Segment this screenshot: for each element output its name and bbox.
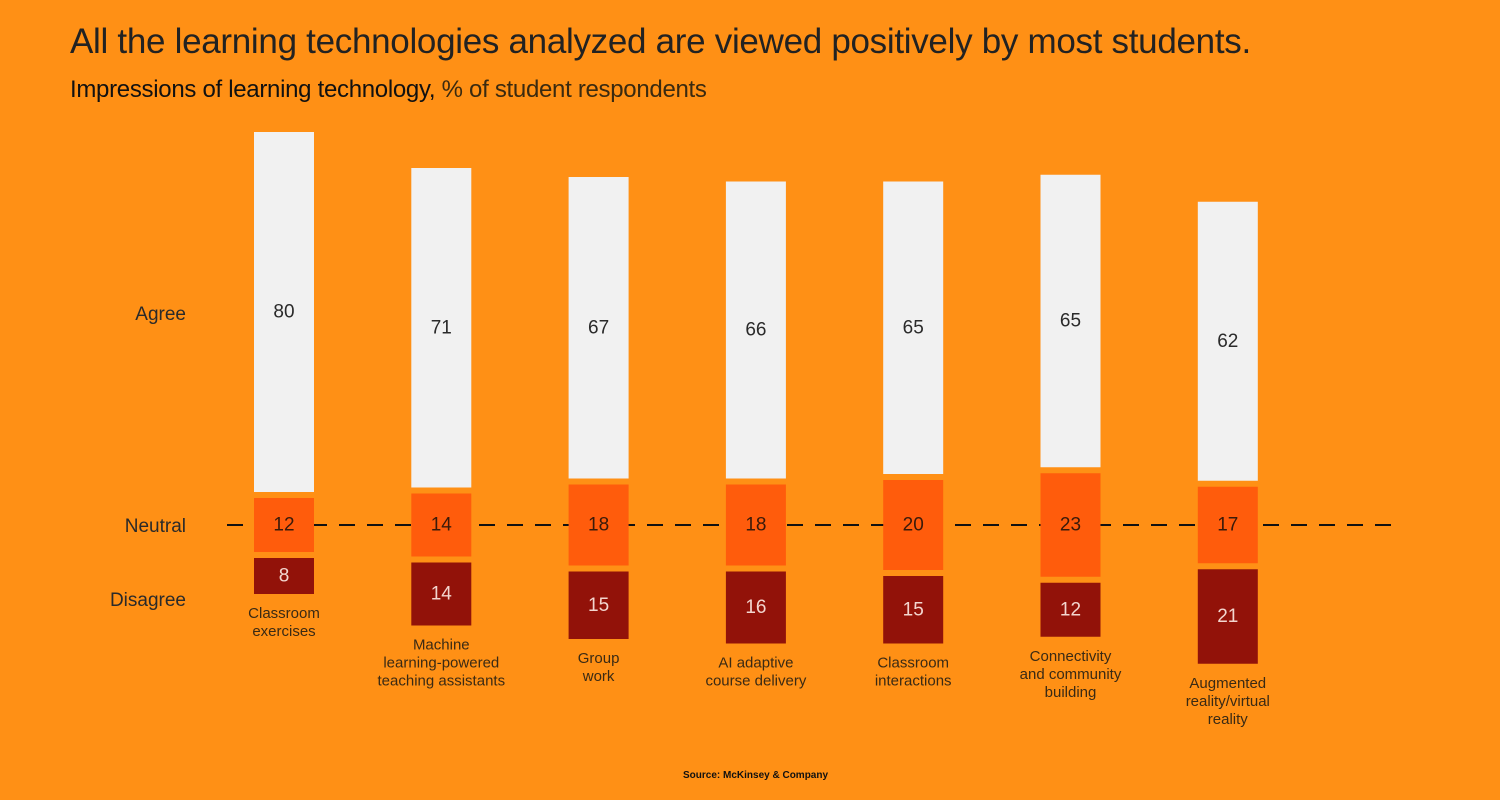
value-label-neutral: 20 [903,515,924,536]
category-label-line: exercises [252,623,315,640]
value-label-disagree: 15 [588,595,609,616]
bar-neutral [883,480,944,570]
value-label-agree: 67 [588,317,609,338]
bar-neutral [725,484,786,566]
value-label-disagree: 14 [431,584,453,605]
subtitle-main: Impressions of learning technology, [70,76,436,103]
value-label-agree: 66 [745,320,766,341]
value-label-agree: 71 [431,317,452,338]
category-label-line: teaching assistants [378,673,506,690]
category-label-line: Machine [413,637,470,654]
bar-disagree [883,576,944,644]
bar-disagree [725,571,786,644]
value-label-disagree: 12 [1060,599,1081,620]
bar-agree [883,181,944,474]
category-label-line: Connectivity [1030,648,1112,665]
category-label: AI adaptive course delivery [705,655,806,690]
bar-agree [1197,201,1258,481]
bar-agree [568,177,629,479]
row-label-neutral: Neutral [125,516,186,537]
bar-neutral [1040,473,1101,577]
source-note: Source: McKinsey & Company [683,770,829,781]
bar-disagree [254,558,314,594]
value-label-agree: 65 [1060,311,1081,332]
value-label-agree: 80 [273,302,294,323]
category-label-line: building [1045,684,1097,701]
bar-neutral [411,493,472,557]
category-label-line: reality/virtual [1186,693,1270,710]
bar-disagree [568,571,629,639]
category-label-line: AI adaptive [718,655,793,672]
category-label-line: reality [1208,711,1249,728]
bar-neutral [254,498,314,552]
value-label-neutral: 12 [273,515,294,536]
category-label-line: Classroom [248,605,320,622]
value-label-neutral: 18 [745,515,766,536]
value-label-disagree: 15 [903,599,924,620]
row-label-disagree: Disagree [110,590,186,611]
value-label-disagree: 8 [279,566,290,587]
bar-agree [411,168,472,488]
chart-subtitle: Impressions of learning technology, % of… [70,76,707,104]
category-label: Augmented reality/virtual reality [1186,675,1270,728]
category-label-line: Group [578,650,620,667]
category-label-line: course delivery [705,673,806,690]
category-label: Classroom interactions [875,655,952,690]
value-label-neutral: 14 [431,515,453,536]
value-label-neutral: 18 [588,515,609,536]
value-label-agree: 62 [1217,331,1238,352]
category-label-line: and community [1020,666,1122,683]
bar-agree [725,181,786,479]
chart-title: All the learning technologies analyzed a… [70,22,1251,61]
value-label-agree: 65 [903,317,924,338]
category-label-line: Augmented [1189,675,1266,692]
bar-neutral [568,484,629,566]
category-label: Connectivity and community building [1020,648,1122,701]
bar-agree [254,132,314,492]
bar-disagree [1040,582,1101,637]
row-label-agree: Agree [135,304,186,325]
value-label-neutral: 17 [1217,515,1238,536]
category-label-line: work [582,668,615,685]
bar-disagree [1197,569,1258,664]
category-label-line: learning-powered [383,655,499,672]
category-label-line: interactions [875,673,952,690]
value-label-disagree: 16 [745,597,766,618]
category-label: Group work [578,650,620,685]
category-label: Classroom exercises [248,605,320,640]
category-label-line: Classroom [877,655,949,672]
subtitle-units: % of student respondents [435,76,707,103]
category-label: Machine learning-powered teaching assistan… [378,637,506,690]
value-label-neutral: 23 [1060,515,1081,536]
bar-agree [1040,174,1101,468]
bar-disagree [411,562,472,626]
bar-neutral [1197,486,1258,564]
value-label-disagree: 21 [1217,606,1238,627]
